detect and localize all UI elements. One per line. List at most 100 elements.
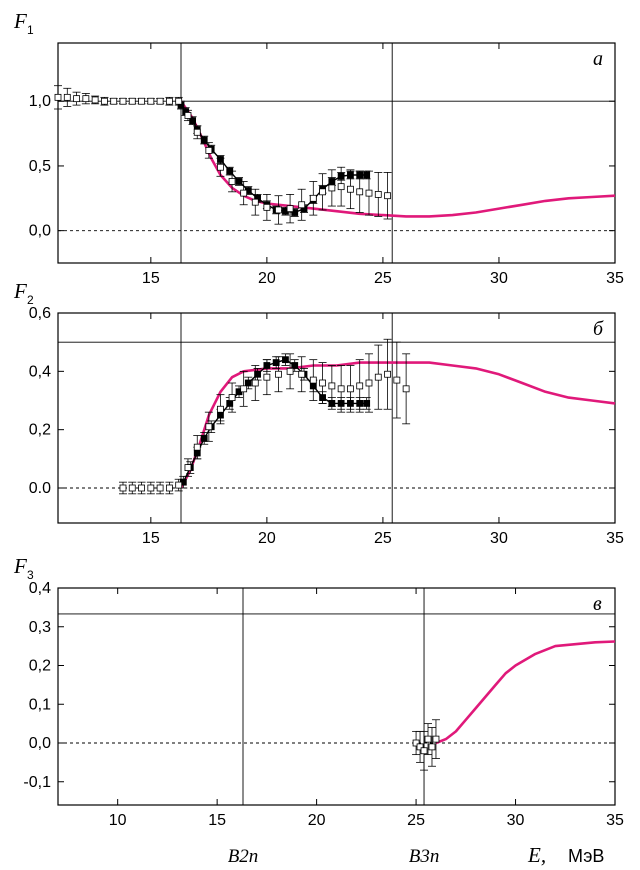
filled-data-point	[363, 171, 371, 179]
x-tick-label: 25	[407, 812, 425, 829]
open-data-point	[184, 464, 192, 471]
panel-label: б	[593, 318, 604, 340]
y-tick-label: 0.0	[29, 480, 51, 497]
filled-data-point	[363, 400, 371, 407]
y-tick-label: 0,6	[29, 305, 51, 322]
open-data-point	[138, 97, 145, 105]
y-axis-label-sub: 3	[27, 568, 34, 582]
open-data-point	[347, 185, 354, 193]
panel-2: 15 20 25 30 35 0.0 0,2 0,4 0,6F 2 б	[13, 279, 624, 547]
open-data-point	[228, 394, 236, 401]
open-data-point	[412, 739, 420, 747]
open-data-point	[119, 484, 127, 492]
y-tick-label: 0,0	[29, 223, 51, 240]
open-data-point	[298, 201, 306, 209]
open-data-point	[347, 385, 354, 393]
open-data-point	[228, 178, 236, 185]
y-axis-label: F	[13, 9, 27, 33]
x-tick-label: 35	[606, 530, 624, 547]
x-axis-label: E,	[527, 843, 546, 867]
panel-label: в	[593, 593, 602, 615]
open-data-point	[138, 484, 145, 492]
open-data-point	[73, 95, 80, 103]
filled-data-point	[272, 359, 280, 366]
open-data-point	[165, 484, 173, 492]
open-data-point	[101, 97, 108, 105]
x-tick-label: 35	[606, 812, 624, 829]
open-data-point	[251, 198, 259, 206]
open-data-point	[175, 481, 183, 489]
y-axis-label-sub: 1	[27, 23, 34, 37]
x-tick-label: 30	[490, 530, 508, 547]
open-data-point	[286, 205, 294, 213]
open-data-point	[147, 484, 155, 492]
y-tick-label: 0,0	[29, 735, 51, 752]
plot-frame	[57, 587, 616, 806]
x-tick-label: 10	[109, 812, 127, 829]
filled-data-point	[282, 356, 289, 364]
filled-data-point	[244, 379, 252, 387]
x-tick-label: 30	[490, 270, 508, 287]
open-data-point	[309, 194, 317, 202]
x-tick-label: 20	[258, 530, 276, 547]
open-data-point	[156, 484, 164, 492]
open-data-point	[428, 743, 436, 751]
open-data-point	[286, 367, 294, 375]
plot-frame	[57, 42, 616, 264]
open-data-point	[251, 379, 259, 387]
plot-frame	[57, 312, 616, 524]
open-data-point	[54, 93, 62, 101]
panel-label: a	[593, 48, 603, 70]
open-data-point	[298, 370, 306, 378]
theory-curve	[435, 640, 616, 745]
panel-1: 15 20 25 30 35 0,0 0,5 1,0 F 1 a	[13, 9, 624, 287]
open-data-point	[319, 379, 326, 387]
open-data-point	[217, 405, 224, 413]
x-tick-label: 25	[374, 530, 392, 547]
y-tick-label: 0,1	[29, 696, 51, 713]
open-data-point	[147, 97, 155, 105]
y-tick-label: 0,3	[29, 619, 51, 636]
open-data-point	[119, 97, 127, 105]
open-data-point	[184, 112, 192, 119]
x-axis-unit: МэВ	[568, 846, 604, 866]
open-data-point	[205, 147, 213, 154]
data-connector	[180, 104, 367, 214]
open-data-point	[240, 189, 248, 197]
open-data-point	[217, 163, 224, 171]
open-data-point	[384, 192, 391, 200]
open-data-point	[128, 97, 136, 105]
x-tick-label: 15	[208, 812, 226, 829]
open-data-point	[393, 376, 401, 384]
open-data-point	[416, 743, 424, 751]
open-data-point	[365, 379, 373, 387]
threshold-label: B2n	[228, 846, 259, 867]
x-tick-label: 15	[142, 270, 160, 287]
x-tick-label: 35	[606, 270, 624, 287]
open-data-point	[82, 95, 90, 103]
open-data-point	[365, 189, 373, 197]
x-tick-label: 30	[507, 812, 525, 829]
open-data-point	[374, 373, 382, 381]
y-tick-label: 0,5	[29, 158, 51, 175]
open-data-point	[420, 747, 428, 755]
y-tick-label: 0,2	[29, 422, 51, 439]
y-tick-label: 0,4	[29, 363, 51, 380]
open-data-point	[309, 376, 317, 384]
open-data-point	[356, 188, 364, 196]
open-data-point	[263, 373, 271, 381]
y-axis-label: F	[13, 279, 27, 303]
open-data-point	[165, 97, 173, 105]
threshold-label: B3n	[409, 846, 440, 867]
open-data-point	[384, 370, 391, 378]
open-data-point	[205, 423, 213, 431]
open-data-point	[275, 370, 282, 378]
y-tick-label: 1,0	[29, 93, 51, 110]
open-data-point	[175, 97, 183, 105]
open-data-point	[193, 443, 201, 451]
open-data-point	[374, 191, 382, 198]
filled-data-point	[200, 136, 208, 144]
open-data-point	[432, 735, 440, 743]
x-tick-label: 25	[374, 270, 392, 287]
